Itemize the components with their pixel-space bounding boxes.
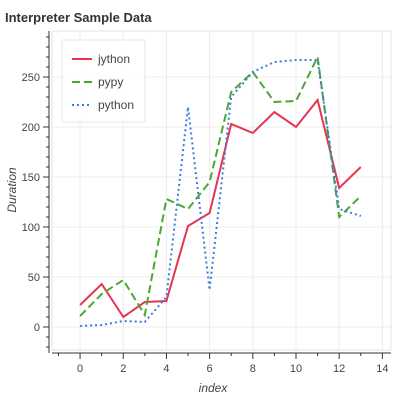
y-tick-label: 50 — [28, 272, 40, 284]
y-axis-label: Duration — [5, 167, 19, 213]
y-tick-label: 250 — [22, 72, 40, 84]
legend-label-python: python — [98, 98, 134, 112]
chart-title: Interpreter Sample Data — [5, 10, 152, 25]
x-tick-label: 6 — [207, 363, 213, 375]
plot-frame — [51, 30, 392, 351]
x-tick-label: 8 — [250, 363, 256, 375]
axes: 0 2 4 6 8 10 12 14 0 50 100 150 200 250 — [22, 31, 391, 375]
series-line-jython — [79, 97, 362, 319]
x-tick-label: 14 — [376, 363, 388, 375]
series-lines — [79, 53, 362, 327]
y-tick-label: 0 — [34, 322, 40, 334]
x-tick-label: 10 — [290, 363, 302, 375]
x-axis-label: index — [199, 381, 229, 395]
x-tick-label: 4 — [163, 363, 169, 375]
y-tick-label: 200 — [22, 122, 40, 134]
series-line-pypy — [79, 53, 362, 318]
x-tick-label: 0 — [77, 363, 83, 375]
series-line-python — [80, 59, 362, 327]
y-tick-label: 100 — [22, 222, 40, 234]
legend: jython pypy python — [61, 39, 146, 123]
legend-label-jython: jython — [97, 52, 130, 66]
y-tick-label: 150 — [22, 172, 40, 184]
x-tick-label: 12 — [333, 363, 345, 375]
grid — [52, 31, 391, 350]
legend-label-pypy: pypy — [98, 75, 123, 89]
x-tick-label: 2 — [120, 363, 126, 375]
